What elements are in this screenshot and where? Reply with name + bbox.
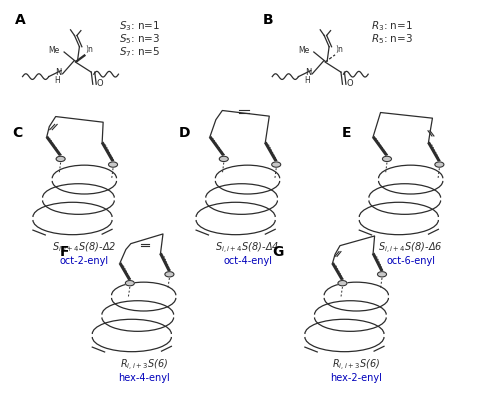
Text: oct-4-enyl: oct-4-enyl bbox=[223, 256, 272, 266]
Ellipse shape bbox=[382, 156, 392, 162]
Ellipse shape bbox=[435, 162, 444, 167]
Ellipse shape bbox=[220, 156, 228, 162]
Text: O: O bbox=[346, 79, 353, 88]
Text: )n: )n bbox=[86, 45, 94, 54]
Text: $R_{3}$: n=1: $R_{3}$: n=1 bbox=[371, 19, 413, 33]
Text: hex-4-enyl: hex-4-enyl bbox=[118, 373, 170, 383]
Text: B: B bbox=[262, 13, 273, 27]
Ellipse shape bbox=[338, 281, 347, 286]
Text: E: E bbox=[342, 126, 351, 140]
Text: O: O bbox=[96, 79, 103, 88]
Text: $R_{i,i+3}$S(6): $R_{i,i+3}$S(6) bbox=[120, 358, 168, 373]
Text: H: H bbox=[304, 76, 310, 85]
Text: oct-6-enyl: oct-6-enyl bbox=[386, 256, 435, 266]
Text: $S_{5}$: n=3: $S_{5}$: n=3 bbox=[119, 32, 160, 46]
Text: Me: Me bbox=[298, 46, 310, 55]
Text: )n: )n bbox=[336, 45, 344, 54]
Ellipse shape bbox=[108, 162, 118, 167]
Ellipse shape bbox=[56, 156, 65, 162]
Text: $R_{5}$: n=3: $R_{5}$: n=3 bbox=[371, 32, 413, 46]
Text: N: N bbox=[305, 68, 312, 77]
Text: oct-2-enyl: oct-2-enyl bbox=[60, 256, 109, 266]
Text: C: C bbox=[12, 126, 23, 140]
Text: $R_{i,i+3}$S(6): $R_{i,i+3}$S(6) bbox=[332, 358, 380, 373]
Text: $S_{i,i+4}$S(8)-Δ4: $S_{i,i+4}$S(8)-Δ4 bbox=[216, 241, 280, 256]
Ellipse shape bbox=[378, 272, 386, 277]
Ellipse shape bbox=[126, 281, 134, 286]
Text: A: A bbox=[15, 13, 26, 27]
Text: H: H bbox=[54, 76, 60, 85]
Ellipse shape bbox=[165, 272, 174, 277]
Text: hex-2-enyl: hex-2-enyl bbox=[330, 373, 382, 383]
Text: D: D bbox=[178, 126, 190, 140]
Text: $S_{7}$: n=5: $S_{7}$: n=5 bbox=[119, 45, 160, 58]
Text: Me: Me bbox=[48, 46, 60, 55]
Ellipse shape bbox=[272, 162, 280, 167]
Text: $S_{3}$: n=1: $S_{3}$: n=1 bbox=[119, 19, 160, 33]
Text: F: F bbox=[60, 245, 69, 259]
Text: N: N bbox=[56, 68, 62, 77]
Text: $S_{i,i+4}$S(8)-Δ2: $S_{i,i+4}$S(8)-Δ2 bbox=[52, 241, 116, 256]
Text: $S_{i,i+4}$S(8)-Δ6: $S_{i,i+4}$S(8)-Δ6 bbox=[378, 241, 443, 256]
Text: G: G bbox=[272, 245, 283, 259]
